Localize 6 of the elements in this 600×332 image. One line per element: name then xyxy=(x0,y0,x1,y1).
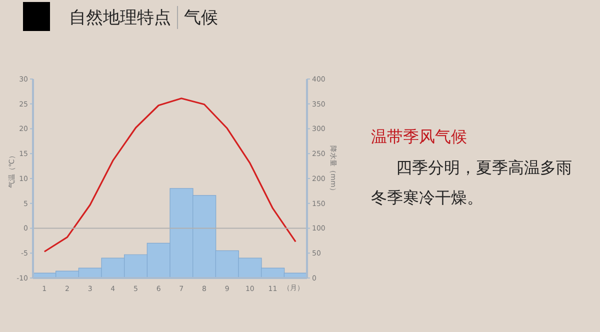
text: 四季分明，夏季高温多雨 xyxy=(396,158,572,179)
chart-title: 自然地理特点 xyxy=(69,7,171,29)
chart-subtitle: 气候 xyxy=(177,6,218,29)
text: 冬季寒冷干燥。 xyxy=(371,188,483,209)
text: 温带季风气候 xyxy=(371,127,467,148)
line-series xyxy=(44,98,296,252)
